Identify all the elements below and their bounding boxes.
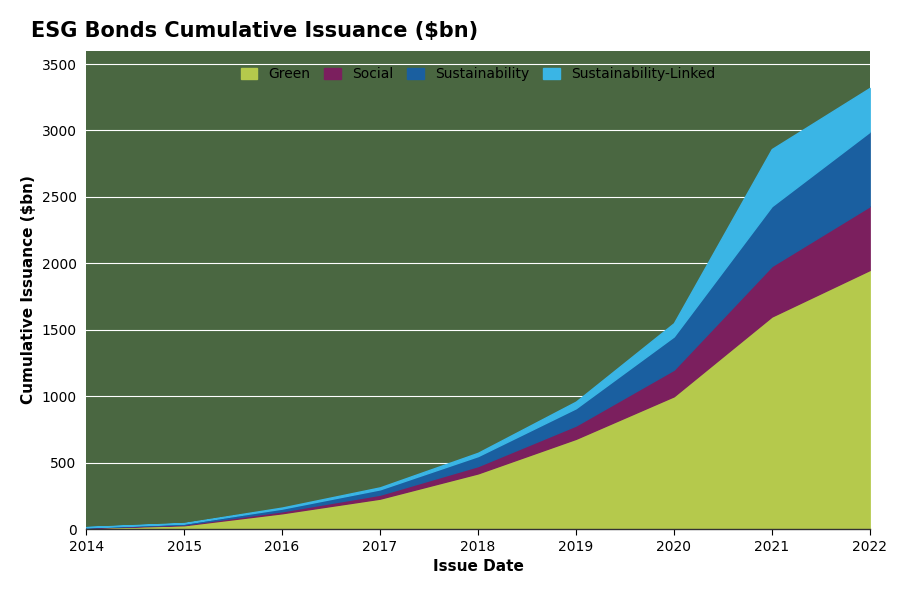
X-axis label: Issue Date: Issue Date	[432, 559, 523, 574]
Legend: Green, Social, Sustainability, Sustainability-Linked: Green, Social, Sustainability, Sustainab…	[241, 67, 716, 82]
Y-axis label: Cumulative Issuance ($bn): Cumulative Issuance ($bn)	[21, 176, 35, 405]
Text: ESG Bonds Cumulative Issuance ($bn): ESG Bonds Cumulative Issuance ($bn)	[32, 21, 479, 41]
